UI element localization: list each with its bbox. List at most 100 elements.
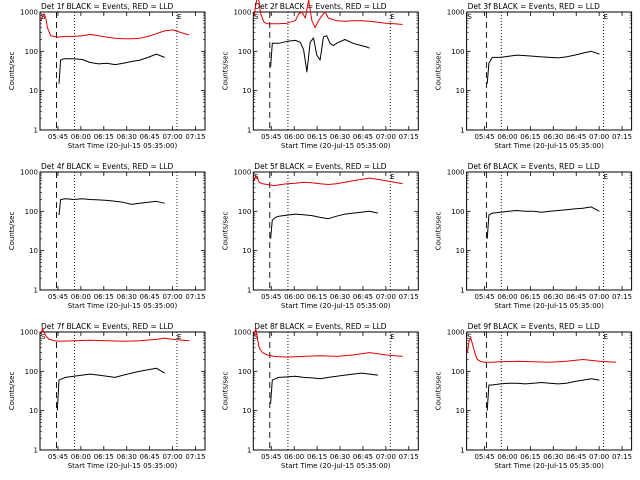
- panel-det-5: Det 5f BLACK = Events, RED = LLD 1 10 100 10…: [221, 162, 419, 310]
- plot-frame: [252, 11, 419, 131]
- panel-det-8: Det 8f BLACK = Events, RED = LLD 1 10 100 10…: [221, 322, 419, 470]
- y-tick-label: 10: [242, 407, 251, 415]
- plot-frame: [39, 11, 206, 131]
- y-tick-label: 10: [456, 87, 465, 95]
- x-tick-label: 07:00: [589, 453, 609, 461]
- x-tick-label: 06:45: [353, 293, 373, 301]
- x-tick-label: 07:00: [376, 453, 396, 461]
- y-tick-label: 10: [29, 87, 38, 95]
- marker-E: E: [177, 13, 181, 21]
- y-tick-label: 1: [34, 127, 38, 135]
- series-events-line: [270, 35, 370, 73]
- series-events-line: [270, 210, 379, 239]
- series-lld-line: [466, 337, 616, 363]
- y-tick-label: 100: [238, 368, 251, 376]
- panel-title: Det 6f BLACK = Events, RED = LLD: [468, 162, 601, 171]
- x-axis-label: Start Time (20-Jul-15 05:35:00): [494, 142, 604, 150]
- panel-title: Det 4f BLACK = Events, RED = LLD: [41, 162, 174, 171]
- x-tick-label: 06:45: [353, 133, 373, 141]
- x-tick-label: 06:15: [94, 293, 114, 301]
- marker-S: S: [467, 13, 472, 21]
- x-tick-label: 06:00: [71, 133, 91, 141]
- x-tick-label: 07:15: [185, 293, 205, 301]
- series-events-line: [270, 372, 378, 404]
- panel-title: Det 9f BLACK = Events, RED = LLD: [468, 322, 601, 331]
- x-tick-label: 06:15: [94, 133, 114, 141]
- panel-det-9: Det 9f BLACK = Events, RED = LLD 1 10 100 10…: [435, 322, 633, 470]
- x-axis-label: Start Time (20-Jul-15 05:35:00): [281, 302, 391, 310]
- x-tick-label: 06:30: [330, 453, 350, 461]
- x-tick-label: 06:15: [520, 453, 540, 461]
- marker-E: E: [390, 173, 394, 181]
- y-tick-label: 1000: [233, 169, 251, 177]
- x-axis-label: Start Time (20-Jul-15 05:35:00): [68, 302, 178, 310]
- x-tick-label: 05:45: [261, 453, 281, 461]
- panel-title: Det 3f BLACK = Events, RED = LLD: [468, 2, 601, 11]
- y-tick-label: 100: [451, 368, 464, 376]
- x-tick-label: 06:15: [307, 293, 327, 301]
- x-tick-label: 05:45: [474, 133, 494, 141]
- y-tick-label: 100: [238, 208, 251, 216]
- x-tick-label: 07:00: [589, 133, 609, 141]
- y-tick-label: 1000: [447, 169, 465, 177]
- series-events-line: [486, 50, 600, 84]
- x-tick-label: 06:45: [353, 453, 373, 461]
- marker-S: S: [41, 13, 46, 21]
- x-tick-label: 06:30: [117, 133, 137, 141]
- x-axis-label: Start Time (20-Jul-15 05:35:00): [494, 462, 604, 470]
- y-tick-label: 1: [34, 287, 38, 295]
- x-tick-label: 07:15: [612, 453, 632, 461]
- x-tick-label: 05:45: [48, 133, 68, 141]
- panel-det-1: Det 1f BLACK = Events, RED = LLD 1 10 100 10…: [8, 2, 206, 150]
- y-tick-label: 10: [456, 247, 465, 255]
- y-tick-label: 1000: [447, 329, 465, 337]
- marker-E: E: [604, 333, 608, 341]
- x-tick-label: 06:45: [140, 293, 160, 301]
- x-tick-label: 06:45: [566, 453, 586, 461]
- x-tick-label: 05:45: [474, 293, 494, 301]
- x-tick-label: 06:15: [307, 133, 327, 141]
- x-tick-label: 06:30: [117, 453, 137, 461]
- x-tick-label: 05:45: [48, 293, 68, 301]
- y-tick-label: 100: [25, 48, 38, 56]
- x-tick-label: 07:15: [612, 293, 632, 301]
- series-lld-line: [40, 328, 190, 342]
- x-tick-label: 06:00: [284, 453, 304, 461]
- y-tick-label: 1000: [233, 329, 251, 337]
- x-tick-label: 06:30: [330, 133, 350, 141]
- series-events-line: [56, 367, 165, 411]
- y-tick-label: 10: [29, 247, 38, 255]
- series-events-line: [486, 378, 600, 411]
- x-tick-label: 06:45: [140, 133, 160, 141]
- x-axis-label: Start Time (20-Jul-15 05:35:00): [68, 462, 178, 470]
- x-tick-label: 06:00: [71, 293, 91, 301]
- marker-E: E: [604, 173, 608, 181]
- x-tick-label: 05:45: [48, 453, 68, 461]
- series-lld-line: [253, 0, 403, 29]
- x-tick-label: 06:30: [543, 293, 563, 301]
- series-lld-line: [253, 175, 403, 187]
- plot-frame: [466, 171, 633, 291]
- x-tick-label: 06:45: [140, 453, 160, 461]
- x-axis-label: Start Time (20-Jul-15 05:35:00): [494, 302, 604, 310]
- marker-E: E: [390, 333, 394, 341]
- marker-E: E: [604, 13, 608, 21]
- y-tick-label: 1: [247, 287, 251, 295]
- y-tick-label: 10: [242, 87, 251, 95]
- x-tick-label: 07:00: [162, 453, 182, 461]
- panel-det-3: Det 3f BLACK = Events, RED = LLD 1 10 100 10…: [435, 2, 633, 150]
- y-tick-label: 1: [247, 127, 251, 135]
- y-axis-label: Counts/sec: [435, 372, 443, 411]
- series-events-line: [58, 53, 165, 84]
- panel-title: Det 1f BLACK = Events, RED = LLD: [41, 2, 174, 11]
- x-tick-label: 05:45: [261, 293, 281, 301]
- x-tick-label: 07:15: [399, 293, 419, 301]
- x-tick-label: 07:15: [612, 133, 632, 141]
- x-tick-label: 06:00: [284, 293, 304, 301]
- y-axis-label: Counts/sec: [8, 212, 16, 251]
- x-tick-label: 07:00: [376, 293, 396, 301]
- y-axis-label: Counts/sec: [221, 212, 229, 251]
- x-tick-label: 06:15: [520, 293, 540, 301]
- y-axis-label: Counts/sec: [8, 52, 16, 91]
